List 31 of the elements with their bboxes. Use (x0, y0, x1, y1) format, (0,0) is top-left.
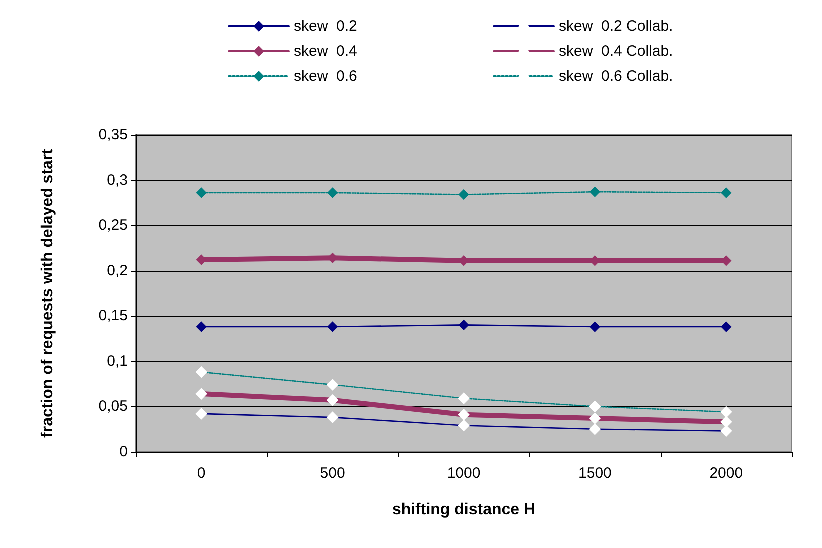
y-tick-label: 0,25 (98, 217, 128, 234)
point (590, 322, 600, 332)
legend-label: skew 0.6 (294, 68, 358, 85)
point (721, 188, 732, 198)
legend-label: skew 0.4 Collab. (559, 43, 674, 60)
point (721, 322, 732, 332)
x-axis-title: shifting distance H (392, 502, 536, 518)
legend-label: skew 0.2 (294, 18, 358, 35)
legend-label: skew 0.4 (294, 43, 358, 60)
y-tick-label: 0,3 (107, 172, 128, 189)
x-tick-label: 1500 (578, 465, 612, 482)
x-tick-label: 1000 (447, 465, 481, 482)
legend-label: skew 0.2 Collab. (559, 18, 674, 35)
point (458, 320, 470, 330)
point (458, 190, 470, 200)
point (590, 186, 600, 198)
point (196, 322, 207, 332)
x-tick-label: 2000 (710, 465, 744, 482)
y-tick-label: 0,2 (107, 262, 128, 280)
y-axis-title: fraction of requests with delayed start (40, 148, 56, 438)
y-tick-label: 0 (120, 444, 128, 460)
y-tick-label: 0,15 (98, 308, 128, 325)
point (328, 322, 338, 332)
x-tick-label: 500 (320, 465, 346, 482)
x-tick-label: 0 (197, 465, 206, 482)
legend-label: skew 0.6 Collab. (559, 68, 674, 85)
y-tick-label: 0,05 (98, 398, 128, 416)
point (328, 188, 338, 198)
y-tick-label: 0,1 (107, 352, 128, 370)
point (196, 188, 207, 198)
y-tick-label: 0,35 (98, 126, 128, 144)
